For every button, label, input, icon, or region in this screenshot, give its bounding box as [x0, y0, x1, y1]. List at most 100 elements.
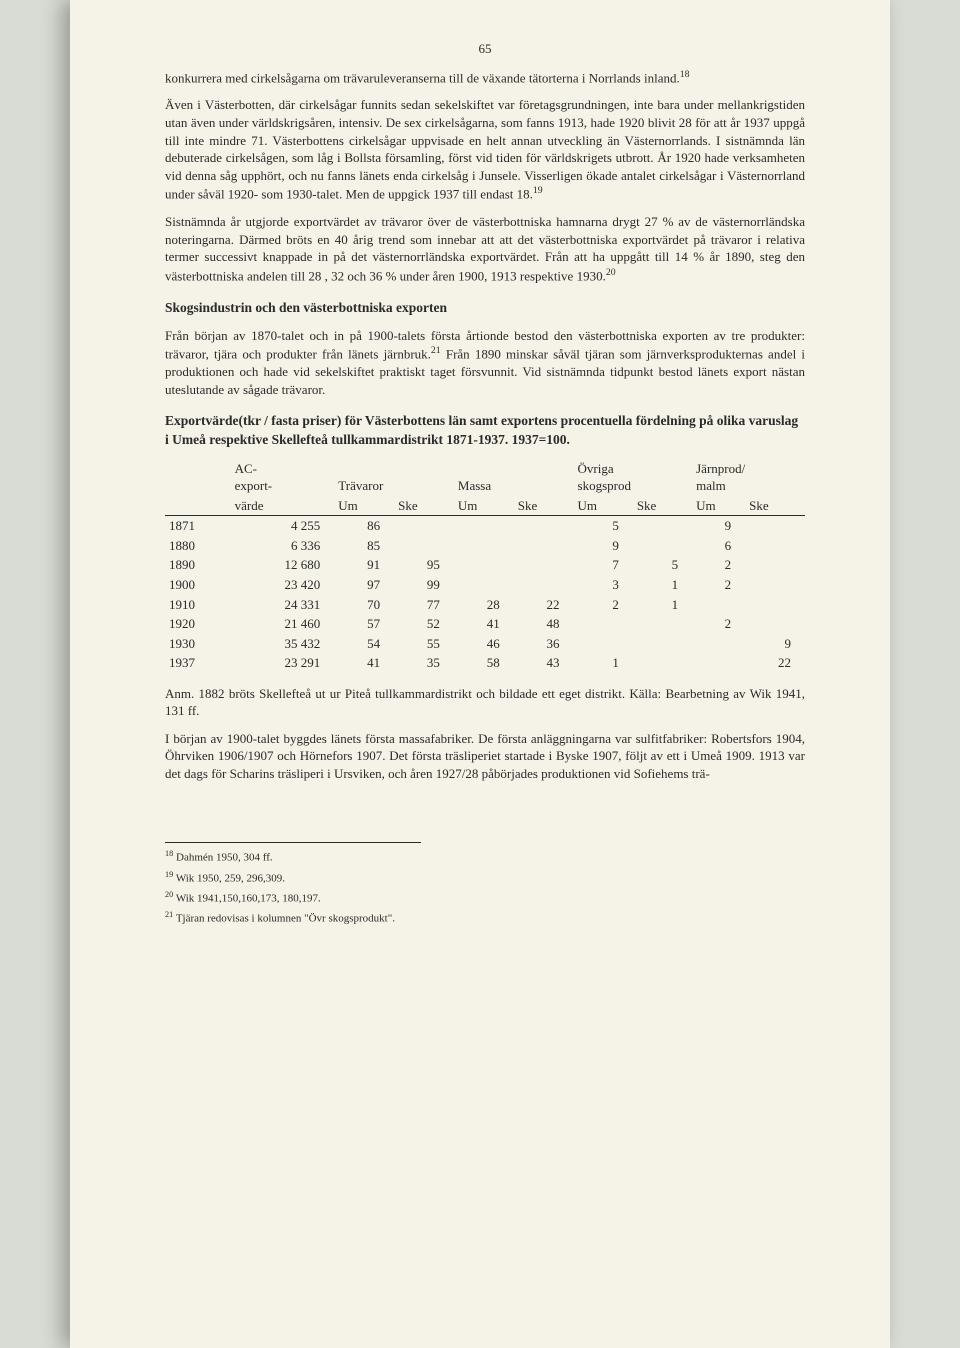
table-cell: 70 [334, 595, 394, 615]
table-cell [745, 555, 805, 575]
table-cell: 6 336 [231, 536, 335, 556]
table-cell: 2 [692, 614, 745, 634]
col-j-um: Um [692, 496, 745, 516]
table-cell: 24 331 [231, 595, 335, 615]
table-cell: 35 432 [231, 634, 335, 654]
table-cell: 77 [394, 595, 454, 615]
table-cell: 1871 [165, 516, 231, 536]
table-cell [745, 516, 805, 536]
table-cell [745, 595, 805, 615]
table-cell [514, 555, 574, 575]
table-row: 18714 2558659 [165, 516, 805, 536]
table-title: Exportvärde(tkr / fasta priser) för Väst… [165, 412, 805, 448]
col-travaror: Trävaror [334, 459, 454, 496]
table-row: 18806 33685 9 6 [165, 536, 805, 556]
table-cell: 1 [633, 595, 692, 615]
table-cell [394, 536, 454, 556]
table-cell: 23 291 [231, 653, 335, 673]
export-table: AC-export- Trävaror Massa Övrigaskogspro… [165, 459, 805, 673]
table-cell [574, 614, 633, 634]
table-cell: 6 [692, 536, 745, 556]
table-cell: 91 [334, 555, 394, 575]
table-cell: 22 [514, 595, 574, 615]
p3-text: Sistnämnda år utgjorde exportvärdet av t… [165, 214, 805, 283]
col-empty [165, 459, 231, 496]
table-cell: 35 [394, 653, 454, 673]
paragraph-3: Sistnämnda år utgjorde exportvärdet av t… [165, 213, 805, 285]
p2-footnote-ref: 19 [533, 185, 543, 196]
table-cell [514, 516, 574, 536]
section-heading: Skogsindustrin och den västerbottniska e… [165, 299, 805, 317]
table-cell [692, 634, 745, 654]
table-cell [745, 575, 805, 595]
paragraph-1: konkurrera med cirkelsågarna om trävarul… [165, 68, 805, 87]
table-row: 190023 4209799312 [165, 575, 805, 595]
table-cell: 1 [633, 575, 692, 595]
table-cell: 22 [745, 653, 805, 673]
table-row: 191024 3317077282221 [165, 595, 805, 615]
table-cell [633, 536, 692, 556]
footnote-18: 18 Dahmén 1950, 304 ff. [165, 848, 421, 866]
table-cell: 5 [574, 516, 633, 536]
col-ac: AC-export- [231, 459, 335, 496]
table-cell: 2 [692, 555, 745, 575]
table-cell: 85 [334, 536, 394, 556]
table-cell: 41 [334, 653, 394, 673]
table-cell: 99 [394, 575, 454, 595]
table-cell: 28 [454, 595, 514, 615]
document-page: 65 konkurrera med cirkelsågarna om träva… [70, 0, 890, 1348]
footnote-19: 19 Wik 1950, 259, 296,309. [165, 869, 421, 887]
table-cell: 41 [454, 614, 514, 634]
table-cell [514, 575, 574, 595]
table-cell: 23 420 [231, 575, 335, 595]
table-cell: 86 [334, 516, 394, 536]
table-cell [394, 516, 454, 536]
table-cell [633, 634, 692, 654]
table-cell: 43 [514, 653, 574, 673]
table-cell [633, 614, 692, 634]
paragraph-5: I början av 1900-talet byggdes länets fö… [165, 730, 805, 783]
p3-footnote-ref: 20 [606, 267, 616, 278]
paragraph-4: Från början av 1870-talet och in på 1900… [165, 327, 805, 399]
table-cell [574, 634, 633, 654]
table-cell: 9 [574, 536, 633, 556]
footnote-19-text: Wik 1950, 259, 296,309. [176, 872, 285, 884]
footnote-18-text: Dahmén 1950, 304 ff. [176, 852, 273, 864]
p1-text: konkurrera med cirkelsågarna om trävarul… [165, 70, 680, 85]
col-ovriga: Övrigaskogsprod [574, 459, 693, 496]
table-cell [633, 516, 692, 536]
table-cell: 3 [574, 575, 633, 595]
table-cell: 54 [334, 634, 394, 654]
footnote-21: 21 Tjäran redovisas i kolumnen "Övr skog… [165, 909, 421, 927]
table-cell: 9 [692, 516, 745, 536]
col-massa: Massa [454, 459, 574, 496]
p2-text: Även i Västerbotten, där cirkelsågar fun… [165, 97, 805, 201]
col-year [165, 496, 231, 516]
table-cell [454, 555, 514, 575]
table-cell: 1910 [165, 595, 231, 615]
table-cell: 1890 [165, 555, 231, 575]
table-cell: 1900 [165, 575, 231, 595]
footnote-20: 20 Wik 1941,150,160,173, 180,197. [165, 889, 421, 907]
paragraph-2: Även i Västerbotten, där cirkelsågar fun… [165, 96, 805, 203]
col-t-ske: Ske [394, 496, 454, 516]
table-cell: 5 [633, 555, 692, 575]
table-cell: 58 [454, 653, 514, 673]
table-note: Anm. 1882 bröts Skellefteå ut ur Piteå t… [165, 685, 805, 720]
table-cell: 9 [745, 634, 805, 654]
table-cell: 7 [574, 555, 633, 575]
table-cell: 1920 [165, 614, 231, 634]
table-cell [745, 614, 805, 634]
table-cell: 1930 [165, 634, 231, 654]
table-cell [454, 536, 514, 556]
table-cell: 48 [514, 614, 574, 634]
table-cell: 52 [394, 614, 454, 634]
col-o-ske: Ske [633, 496, 692, 516]
table-cell: 1 [574, 653, 633, 673]
table-cell: 57 [334, 614, 394, 634]
p4-footnote-ref: 21 [431, 345, 441, 356]
table-cell: 46 [454, 634, 514, 654]
col-jarnprod: Järnprod/malm [692, 459, 805, 496]
col-o-um: Um [574, 496, 633, 516]
table-cell: 1880 [165, 536, 231, 556]
